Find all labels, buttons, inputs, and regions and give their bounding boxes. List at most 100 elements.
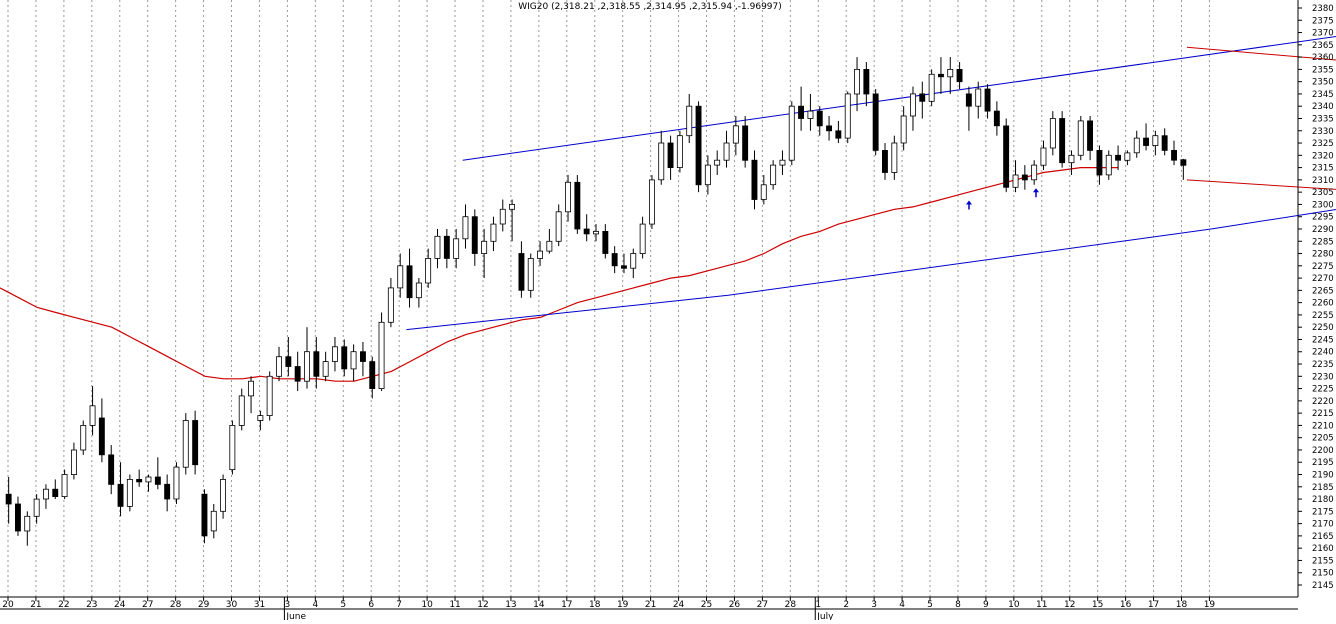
y-tick-label: 2280 [1312,250,1334,260]
y-tick-label: 2340 [1312,102,1334,112]
candle-body [80,424,87,451]
x-tick-label: 27 [757,600,768,610]
candle-body [397,265,404,289]
candle-body [341,346,348,370]
candle-body [406,265,413,299]
y-tick-label: 2320 [1312,151,1334,161]
candle-body [910,93,916,117]
candle-body [145,476,152,483]
support-arrow-head [966,200,972,205]
y-tick-label: 2285 [1312,237,1334,247]
x-tick-label: 29 [198,600,210,610]
candle-body [788,105,795,161]
candle-body [220,478,226,512]
x-tick-label: 24 [673,600,685,610]
candle-body [5,493,12,505]
candle-body [164,483,171,500]
candle-body [24,515,31,532]
candle-body [294,366,301,382]
candle-body [1021,174,1028,181]
y-tick-label: 2220 [1312,397,1334,407]
candle-body [387,287,394,323]
candle-body [555,211,562,242]
x-tick-label: 19 [1204,600,1216,610]
candle-body [593,230,599,235]
candle-body [854,69,860,95]
x-tick-label: 30 [226,600,238,610]
y-tick-label: 2210 [1312,421,1334,431]
x-tick-label: 19 [617,600,629,610]
y-tick-label: 2245 [1312,335,1334,345]
candle-body [499,208,506,225]
month-label: June [285,612,306,620]
x-tick-label: 12 [1064,600,1075,610]
x-tick-label: 2 [843,600,849,610]
y-tick-label: 2265 [1312,286,1334,296]
x-tick-label: 4 [899,600,905,610]
candle-body [154,476,161,485]
trendline-blue [462,35,1336,161]
candle-body [276,356,282,377]
candle-body [248,380,254,397]
y-tick-label: 2295 [1312,213,1334,223]
candle-body [658,142,665,181]
candle-body [257,415,264,421]
candle-body [331,346,338,362]
x-tick-label: 21 [30,600,41,610]
candle-body [369,361,376,390]
x-tick-label: 23 [86,600,97,610]
y-tick-label: 2355 [1312,65,1334,75]
candle-body [126,478,133,507]
candle-body [649,179,655,225]
candle-body [751,159,758,200]
y-tick-label: 2230 [1312,372,1334,382]
x-tick-label: 7 [396,600,402,610]
candle-body [1143,137,1149,146]
trendline-blue [406,209,1336,331]
candle-body [639,223,646,255]
x-tick-label: 4 [312,600,318,610]
candle-body [322,361,329,377]
x-tick-label: 25 [701,600,712,610]
x-tick-label: 27 [142,600,153,610]
candle-body [602,230,609,254]
candle-body [43,488,49,500]
y-tick-label: 2335 [1312,114,1334,124]
candle-body [509,203,515,210]
candle-body [732,125,739,144]
y-tick-label: 2185 [1312,483,1334,493]
x-tick-label: 26 [729,600,741,610]
candle-body [378,321,385,389]
y-tick-label: 2180 [1312,495,1334,505]
y-tick-label: 2160 [1312,544,1334,554]
x-tick-label: 10 [1008,600,1020,610]
candle-body [1096,149,1103,176]
y-tick-label: 2240 [1312,348,1334,358]
x-tick-label: 21 [645,600,656,610]
candle-body [546,240,553,252]
candle-body [192,420,199,466]
x-tick-label: 12 [477,600,488,610]
candle-body [1171,149,1177,161]
candle-body [807,110,814,119]
candle-body [956,69,963,83]
candle-body [1068,154,1075,164]
candle-body [695,105,702,186]
candle-body [453,238,460,259]
y-tick-label: 2255 [1312,311,1334,321]
x-tick-label: 14 [533,600,545,610]
support-arrow-head [1033,188,1039,193]
candle-body [621,265,627,269]
x-tick-label: 9 [983,600,989,610]
candle-body [71,449,77,476]
candle-body [537,250,543,259]
moving-average-layer [0,167,1118,382]
y-tick-label: 2365 [1312,41,1334,51]
candle-body [14,503,21,532]
candle-body [1124,152,1131,161]
x-tick-label: 17 [1148,600,1159,610]
candle-body [434,235,441,259]
candle-body [350,351,357,370]
candle-body [117,483,124,507]
